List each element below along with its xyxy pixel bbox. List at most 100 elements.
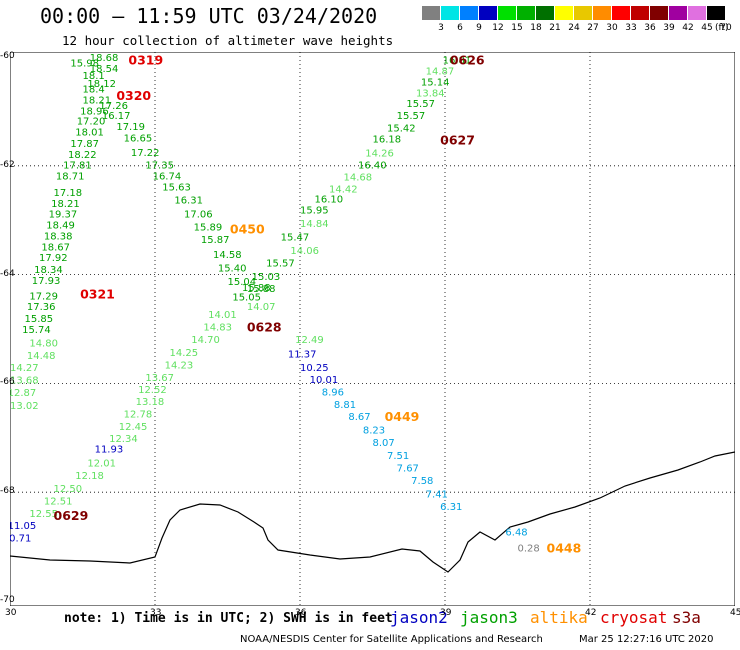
longitude-tick-label: 42 [585, 608, 597, 618]
wave-height-label: 13.02 [10, 401, 39, 412]
colorbar-tick-label: 36 [644, 23, 656, 33]
wave-height-label: 8.07 [373, 438, 395, 449]
colorbar-tick-label: 24 [568, 23, 580, 33]
wave-height-label: 14.26 [365, 149, 394, 160]
wave-height-label: 18.71 [56, 172, 85, 183]
wave-height-label: 16.17 [102, 111, 131, 122]
wave-height-label: 15.95 [300, 205, 329, 216]
wave-height-label: 11.37 [288, 349, 317, 360]
colorbar-swatch [688, 6, 707, 20]
wave-height-label: 17.92 [39, 253, 68, 264]
pass-number-label: 0629 [54, 508, 89, 523]
wave-height-label: 16.31 [174, 196, 203, 207]
wave-height-label: 14.70 [191, 335, 220, 346]
wave-height-label: 15.98 [70, 58, 99, 69]
wave-height-label: 13.67 [145, 373, 174, 384]
colorbar-swatch [441, 6, 460, 20]
wave-height-label: 0.28 [518, 544, 540, 555]
wave-height-label: 15.88 [247, 284, 276, 295]
wave-height-label: 16.81 [443, 56, 472, 67]
wave-height-label: 18.21 [51, 199, 80, 210]
wave-height-label: 15.88 [242, 283, 271, 294]
wave-height-label: 8.96 [322, 388, 344, 399]
wave-height-label: 6.48 [505, 527, 527, 538]
longitude-tick-label: 39 [440, 608, 452, 618]
wave-height-label: 18.49 [46, 221, 75, 232]
wave-height-label: 16.18 [373, 135, 402, 146]
colorbar-swatch [612, 6, 631, 20]
colorbar-tick-label: 45 [701, 23, 713, 33]
wave-height-label: 8.23 [363, 426, 385, 437]
wave-height-label: 14.84 [300, 219, 329, 230]
pass-number-label: 0319 [128, 53, 163, 68]
longitude-tick-label: 30 [5, 608, 17, 618]
legend-item-jason2: jason2 [390, 608, 448, 627]
pass-number-label: 0449 [385, 409, 420, 424]
wave-height-label: 18.1 [83, 71, 105, 82]
wave-height-label: 14.23 [165, 360, 194, 371]
colorbar-tick-label: 27 [587, 23, 599, 33]
colorbar-tick-label: 30 [606, 23, 618, 33]
wave-height-label: 16.40 [358, 161, 387, 172]
wave-height-label: 18.54 [90, 64, 119, 75]
colorbar-swatch [555, 6, 574, 20]
wave-height-label: 12.18 [75, 471, 104, 482]
wave-height-label: 14.27 [10, 363, 39, 374]
wave-height-label: 15.57 [397, 111, 426, 122]
longitude-tick-label: 45 [730, 608, 740, 618]
wave-height-label: 18.21 [83, 95, 112, 106]
footer-note: note: 1) Time is in UTC; 2) SWH is in fe… [64, 611, 393, 626]
map-gridlines [10, 52, 735, 606]
wave-height-label: 15.42 [387, 124, 416, 135]
wave-height-label: 18.67 [41, 242, 70, 253]
colorbar-tick-label: 39 [663, 23, 675, 33]
latitude-tick-label: -66 [0, 377, 15, 388]
wave-height-label: 12.51 [44, 496, 73, 507]
wave-height-label: 14.01 [208, 310, 237, 321]
wave-height-label: 12.78 [124, 409, 153, 420]
wave-height-label: 7.41 [426, 489, 448, 500]
pass-number-label: 0627 [440, 133, 475, 148]
pass-number-label: 0448 [547, 541, 582, 556]
wave-height-label: 15.57 [266, 259, 295, 270]
colorbar-tick-label: 42 [682, 23, 694, 33]
colorbar-swatch [517, 6, 536, 20]
wave-height-label: 13.68 [10, 376, 39, 387]
pass-number-label: 0321 [80, 287, 115, 302]
wave-height-label: 17.81 [63, 161, 92, 172]
colorbar-swatch [422, 6, 441, 20]
wave-height-label: 17.06 [184, 210, 213, 221]
colorbar-tick-label: 33 [625, 23, 637, 33]
wave-height-label: 15.74 [22, 325, 51, 336]
wave-height-label: 17.20 [77, 117, 106, 128]
wave-height-label: 16.65 [124, 134, 153, 145]
colorbar-swatch [669, 6, 688, 20]
wave-height-label: 18.96 [80, 106, 109, 117]
pass-number-label: 0626 [450, 53, 485, 68]
wave-height-label: 18.01 [75, 128, 104, 139]
wave-height-label: 15.85 [25, 314, 54, 325]
pass-number-label: 0320 [116, 88, 151, 103]
wave-height-label: 15.57 [406, 99, 435, 110]
wave-height-label: 12.52 [138, 385, 167, 396]
wave-height-label: 10.71 [10, 533, 31, 544]
wave-height-label: 17.87 [70, 139, 99, 150]
wave-height-label: 12.87 [10, 388, 36, 399]
wave-height-label: 15.89 [194, 223, 223, 234]
wave-height-label: 8.67 [348, 412, 370, 423]
wave-height-label: 18.22 [68, 150, 97, 161]
legend-item-jason3: jason3 [460, 608, 518, 627]
latitude-tick-label: -62 [0, 159, 15, 170]
wave-height-label: 12.49 [295, 335, 324, 346]
colorbar-tick-label: 70 [720, 23, 732, 33]
wave-height-label: 16.10 [315, 194, 344, 205]
page-title: 00:00 – 11:59 UTC 03/24/2020 [40, 4, 378, 28]
colorbar-swatch [536, 6, 555, 20]
wave-height-label: 18.4 [83, 85, 105, 96]
colorbar-tick-label: 18 [530, 23, 542, 33]
pass-number-labels: 0319 0320 0321 0626 0627 0628 0629 0450 0449 0448 [54, 53, 582, 556]
wave-height-label: 14.68 [344, 173, 373, 184]
antarctic-coastline [10, 451, 735, 573]
colorbar-tick-label: 9 [476, 23, 482, 33]
